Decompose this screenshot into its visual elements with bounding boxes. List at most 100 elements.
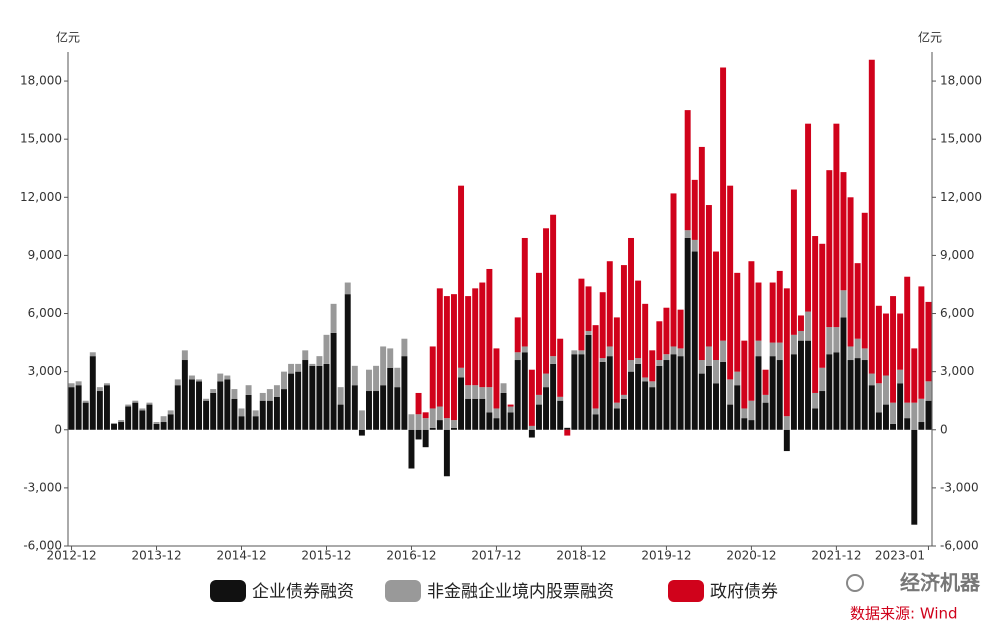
bar-segment (705, 346, 712, 366)
bar-segment (840, 317, 847, 430)
bar-segment (656, 360, 663, 366)
bar-segment (890, 402, 897, 424)
bar-segment (118, 420, 125, 423)
bar-segment (628, 360, 634, 372)
bar-segment (358, 410, 365, 430)
bar-segment (812, 236, 819, 393)
bar-segment (366, 369, 372, 392)
bar-segment (373, 391, 380, 430)
bar-segment (571, 354, 578, 430)
bar-segment (592, 325, 599, 409)
bar-segment (337, 404, 344, 430)
bar-segment (486, 268, 493, 388)
bar-segment (224, 375, 231, 380)
bar-segment (196, 381, 202, 430)
bar-segment (670, 346, 677, 355)
bar-segment (727, 379, 734, 405)
bar-segment (875, 305, 882, 384)
y2-tick-label: 12,000 (940, 190, 982, 204)
bar-segment (507, 412, 514, 430)
y-tick-label: -6,000 (23, 539, 62, 553)
y-tick-label: -3,000 (23, 480, 62, 494)
bar-segment (713, 383, 719, 430)
bar-segment (897, 383, 904, 430)
bar-segment (790, 354, 797, 430)
bar-segment (415, 429, 422, 440)
x-tick-label: 2017-12 (471, 549, 521, 563)
y2-tick-label: 18,000 (940, 74, 982, 88)
bar-segment (394, 367, 401, 388)
x-tick-label: 2014-12 (216, 549, 266, 563)
bar-segment (783, 416, 790, 430)
bar-segment (677, 348, 684, 357)
bar-segment (790, 189, 797, 335)
bar-segment (450, 294, 457, 421)
bar-segment (748, 261, 755, 401)
bar-segment (288, 373, 295, 430)
bar-segment (266, 389, 273, 401)
bar-segment (755, 356, 762, 430)
bar-segment (316, 356, 323, 366)
y-tick-label: 6,000 (28, 306, 62, 320)
bar-segment (344, 282, 351, 295)
bar-segment (252, 416, 259, 430)
bar-segment (429, 427, 436, 430)
bar-segment (897, 313, 904, 370)
bar-segment (259, 392, 266, 401)
bar-segment (854, 338, 861, 359)
bar-segment (181, 350, 188, 361)
bar-segment (613, 408, 620, 430)
bar-segment (210, 392, 217, 430)
bar-segment (351, 365, 358, 386)
bar-segment (68, 383, 75, 388)
bar-segment (734, 385, 741, 430)
bar-segment (635, 358, 642, 364)
y2-tick-label: 3,000 (940, 364, 974, 378)
bar-segment (783, 429, 790, 452)
bar-segment (918, 398, 925, 423)
bar-segment (273, 396, 280, 430)
bar-segment (146, 402, 153, 405)
x-tick-label: 2023-01 (875, 549, 925, 563)
bar-segment (649, 350, 656, 382)
bar-segment (514, 352, 521, 361)
bar-segment (373, 365, 380, 392)
legend-label: 企业债券融资 (252, 582, 354, 602)
bar-segment (387, 348, 394, 368)
bar-segment (521, 237, 528, 347)
y-tick-label: 15,000 (20, 132, 62, 146)
bar-segment (628, 237, 634, 361)
bar-segment (826, 327, 833, 355)
bar-segment (734, 272, 741, 372)
bar-segment (769, 282, 776, 343)
bar-segment (890, 296, 897, 403)
legend-swatch (668, 580, 704, 602)
bar-segment (635, 363, 642, 430)
bar-segment (741, 340, 748, 409)
bar-segment (111, 422, 118, 424)
bar-segment (882, 313, 889, 376)
bar-segment (642, 377, 649, 382)
bar-segment (649, 381, 656, 388)
x-tick-label: 2019-12 (641, 549, 691, 563)
bar-segment (500, 383, 507, 393)
bar-segment (96, 391, 103, 430)
bar-segment (323, 334, 330, 364)
legend-label: 非金融企业境内股票融资 (427, 582, 614, 602)
bar-segment (684, 230, 691, 238)
bar-segment (840, 172, 847, 291)
bar-segment (174, 385, 181, 430)
bar-segment (684, 237, 691, 430)
bar-segment (436, 288, 443, 407)
y-tick-label: 18,000 (20, 74, 62, 88)
bar-segment (443, 429, 450, 477)
bar-segment (890, 423, 897, 430)
bar-segment (245, 394, 252, 430)
y2-tick-label: 15,000 (940, 132, 982, 146)
bar-segment (663, 360, 670, 430)
bar-segment (146, 404, 153, 430)
bar-segment (521, 346, 528, 353)
bar-segment (833, 123, 840, 328)
bar-segment (75, 385, 82, 430)
